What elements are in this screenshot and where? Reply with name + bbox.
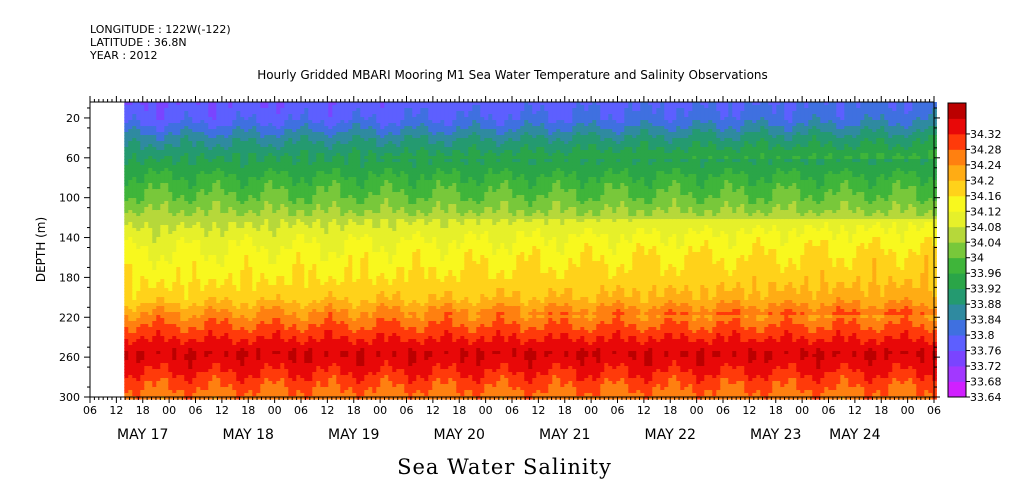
colorbar-segment xyxy=(948,226,966,243)
colorbar-label: 34.24 xyxy=(970,159,1002,172)
latitude-label: LATITUDE : 36.8N xyxy=(90,37,187,49)
colorbar-label: 33.8 xyxy=(970,329,995,342)
colorbar-segment xyxy=(948,335,966,351)
x-hour-label: 18 xyxy=(241,404,255,417)
colorbar-label: 33.96 xyxy=(970,267,1002,280)
x-hour-label: 18 xyxy=(663,404,677,417)
colorbar-segment xyxy=(948,273,966,290)
colorbar-label: 34.16 xyxy=(970,190,1002,203)
colorbar-label: 34.12 xyxy=(970,205,1002,218)
x-hour-label: 12 xyxy=(742,404,756,417)
x-day-label: MAY 21 xyxy=(539,427,590,443)
x-hour-label: 12 xyxy=(848,404,862,417)
y-tick-label: 220 xyxy=(59,311,80,324)
year-label: YEAR : 2012 xyxy=(90,50,158,62)
colorbar-segment xyxy=(948,149,966,166)
x-hour-label: 00 xyxy=(690,404,704,417)
x-day-label: MAY 22 xyxy=(645,427,696,443)
x-hour-label: 12 xyxy=(531,404,545,417)
colorbar-label: 33.92 xyxy=(970,283,1002,296)
x-hour-label: 00 xyxy=(373,404,387,417)
x-hour-label: 18 xyxy=(769,404,783,417)
y-tick-label: 180 xyxy=(59,271,80,284)
x-day-label: MAY 17 xyxy=(117,427,168,443)
x-hour-label: 12 xyxy=(426,404,440,417)
x-hour-label: 00 xyxy=(795,404,809,417)
colorbar-label: 33.88 xyxy=(970,298,1002,311)
x-hour-label: 12 xyxy=(215,404,229,417)
x-hour-label: 00 xyxy=(901,404,915,417)
y-tick-label: 300 xyxy=(59,391,80,404)
x-hour-label: 06 xyxy=(189,404,203,417)
colorbar-segment xyxy=(948,304,966,321)
colorbar-segment xyxy=(948,319,966,336)
x-hour-label: 06 xyxy=(611,404,625,417)
x-hour-label: 18 xyxy=(136,404,150,417)
colorbar-segment xyxy=(948,180,966,197)
colorbar-frame xyxy=(947,102,967,398)
x-hour-label: 12 xyxy=(637,404,651,417)
x-day-label: MAY 19 xyxy=(328,427,379,443)
x-hour-label: 18 xyxy=(558,404,572,417)
x-hour-label: 06 xyxy=(400,404,414,417)
colorbar-segment xyxy=(948,103,966,119)
x-hour-label: 00 xyxy=(162,404,176,417)
y-tick-label: 260 xyxy=(59,351,80,364)
x-hour-label: 18 xyxy=(452,404,466,417)
x-day-label: MAY 18 xyxy=(223,427,274,443)
colorbar-segment xyxy=(948,211,966,228)
x-hour-label: 06 xyxy=(927,404,941,417)
x-hour-label: 00 xyxy=(584,404,598,417)
x-hour-label: 18 xyxy=(874,404,888,417)
colorbar-segment xyxy=(948,133,966,150)
colorbar-label: 33.64 xyxy=(970,391,1002,404)
colorbar-label: 34.28 xyxy=(970,143,1002,156)
colorbar-label: 33.84 xyxy=(970,314,1002,327)
colorbar-segment xyxy=(948,381,966,398)
x-hour-label: 06 xyxy=(505,404,519,417)
colorbar-segment xyxy=(948,118,966,135)
colorbar-label: 34 xyxy=(970,252,984,265)
x-day-label: MAY 23 xyxy=(750,427,801,443)
x-hour-label: 00 xyxy=(268,404,282,417)
colorbar-label: 34.08 xyxy=(970,221,1002,234)
colorbar-label: 34.2 xyxy=(970,174,995,187)
y-axis-label: DEPTH (m) xyxy=(34,217,48,282)
x-hour-label: 06 xyxy=(716,404,730,417)
x-hour-label: 12 xyxy=(320,404,334,417)
colorbar-segment xyxy=(948,350,966,367)
colorbar-segment xyxy=(948,366,966,382)
x-hour-label: 12 xyxy=(109,404,123,417)
colorbar-segment xyxy=(948,164,966,181)
y-tick-label: 100 xyxy=(59,192,80,205)
x-hour-label: 06 xyxy=(83,404,97,417)
longitude-label: LONGITUDE : 122W(-122) xyxy=(90,24,231,36)
x-hour-label: 00 xyxy=(479,404,493,417)
colorbar-label: 33.68 xyxy=(970,376,1002,389)
colorbar-segment xyxy=(948,195,966,212)
x-day-label: MAY 20 xyxy=(434,427,485,443)
y-tick-label: 60 xyxy=(66,152,80,165)
colorbar-segment xyxy=(948,288,966,305)
y-tick-label: 140 xyxy=(59,232,80,245)
colorbar-label: 33.76 xyxy=(970,345,1002,358)
colorbar-label: 34.32 xyxy=(970,128,1002,141)
x-day-label: MAY 24 xyxy=(829,427,880,443)
colorbar-segment xyxy=(948,257,966,274)
chart-title: Hourly Gridded MBARI Mooring M1 Sea Wate… xyxy=(0,68,1009,82)
salinity-field xyxy=(124,102,937,400)
x-hour-label: 06 xyxy=(822,404,836,417)
x-hour-label: 18 xyxy=(347,404,361,417)
y-tick-label: 20 xyxy=(66,112,80,125)
colorbar-label: 33.72 xyxy=(970,360,1002,373)
colorbar-segment xyxy=(948,242,966,259)
x-hour-label: 06 xyxy=(294,404,308,417)
colorbar-label: 34.04 xyxy=(970,236,1002,249)
bottom-title: Sea Water Salinity xyxy=(0,455,1009,479)
